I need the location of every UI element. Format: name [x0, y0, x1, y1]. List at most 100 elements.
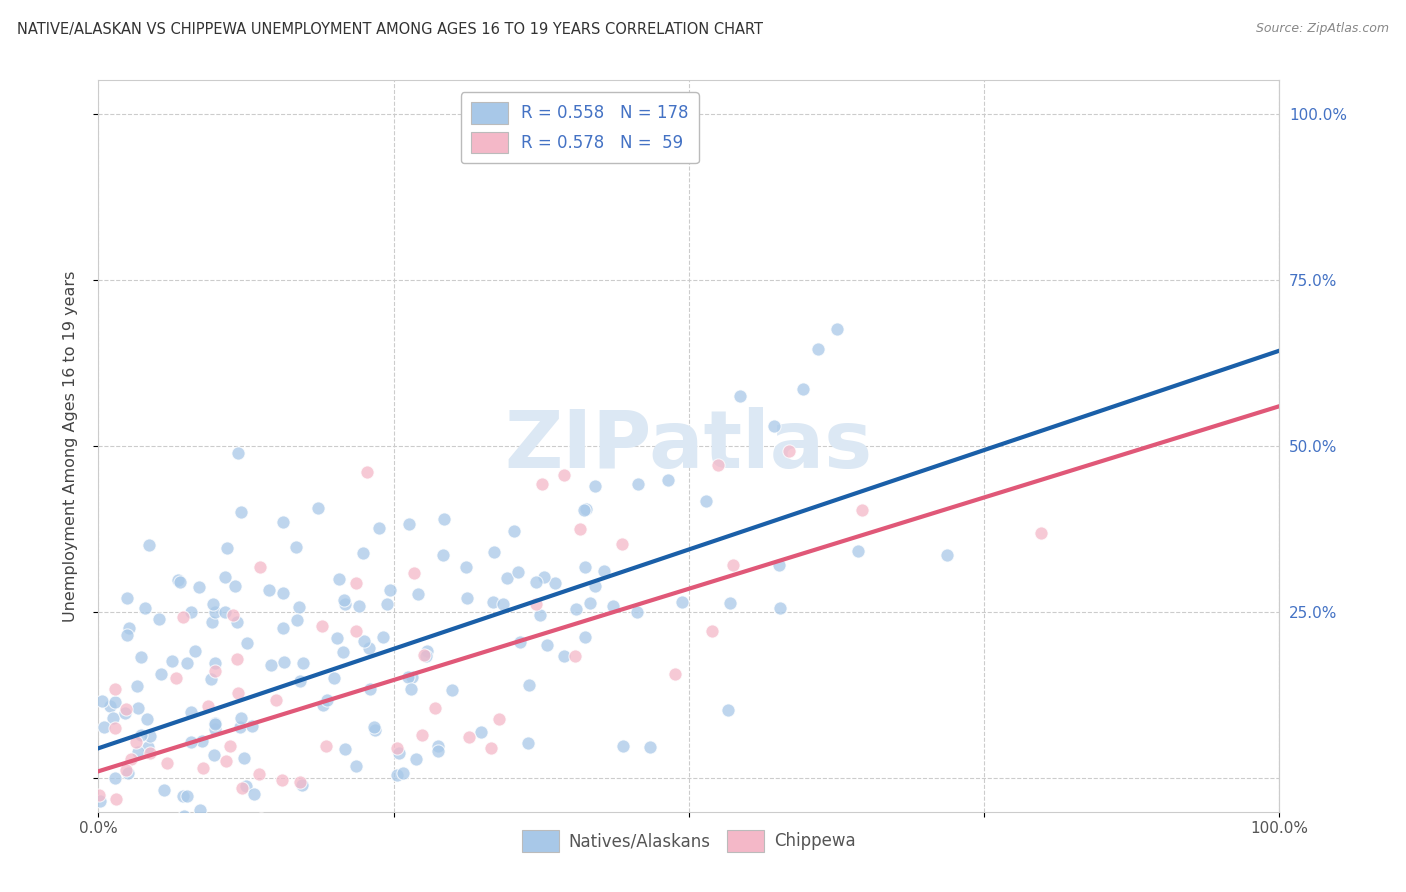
Point [592, 565, 614, 579]
Point [153, 783, 176, 797]
Point [193, 761, 215, 775]
Point [156, 756, 179, 771]
Point [166, 573, 188, 587]
Point [226, 615, 249, 629]
Point [411, 728, 433, 742]
Point [457, 730, 479, 744]
Point [165, 671, 187, 685]
Point [574, 631, 596, 645]
Text: NATIVE/ALASKAN VS CHIPPEWA UNEMPLOYMENT AMONG AGES 16 TO 19 YEARS CORRELATION CH: NATIVE/ALASKAN VS CHIPPEWA UNEMPLOYMENT … [17, 22, 763, 37]
Point [533, 570, 555, 584]
Point [495, 571, 517, 585]
Point [492, 597, 515, 611]
Point [508, 565, 530, 579]
Point [103, 829, 125, 843]
Point [115, 591, 138, 606]
Point [482, 544, 505, 558]
Point [415, 648, 437, 663]
Point [200, 672, 222, 686]
Text: ZIPatlas: ZIPatlas [505, 407, 873, 485]
Point [482, 595, 505, 609]
Point [228, 719, 250, 733]
Point [226, 652, 249, 666]
Point [432, 549, 454, 563]
Point [373, 630, 395, 644]
Point [846, 544, 869, 558]
Point [285, 540, 308, 554]
Point [271, 515, 294, 529]
Point [250, 813, 273, 827]
Point [517, 678, 540, 692]
Point [156, 836, 179, 850]
Point [105, 792, 128, 806]
Point [363, 720, 385, 734]
Point [215, 541, 238, 555]
Point [202, 597, 225, 611]
Point [103, 710, 125, 724]
Point [627, 476, 650, 491]
Point [176, 789, 198, 803]
Point [226, 686, 249, 700]
Point [583, 579, 606, 593]
Point [583, 478, 606, 492]
Point [215, 754, 238, 768]
Point [204, 717, 226, 731]
Point [236, 636, 259, 650]
Point [148, 611, 170, 625]
Point [180, 735, 202, 749]
Point [190, 733, 212, 747]
Point [332, 645, 354, 659]
Point [184, 644, 207, 658]
Point [115, 628, 138, 642]
Point [136, 712, 159, 726]
Point [288, 775, 311, 789]
Point [328, 572, 350, 586]
Point [166, 835, 188, 849]
Point [572, 503, 595, 517]
Point [626, 606, 648, 620]
Point [315, 739, 337, 753]
Point [529, 608, 551, 623]
Point [333, 741, 356, 756]
Point [524, 574, 547, 589]
Point [125, 679, 148, 693]
Point [204, 657, 226, 671]
Point [139, 746, 162, 760]
Point [134, 601, 156, 615]
Point [396, 670, 419, 684]
Point [553, 648, 575, 663]
Point [125, 734, 148, 748]
Point [575, 502, 598, 516]
Point [344, 759, 367, 773]
Point [266, 693, 288, 707]
Point [718, 596, 741, 610]
Point [172, 789, 194, 803]
Point [388, 747, 411, 761]
Point [240, 719, 263, 733]
Point [138, 538, 160, 552]
Point [322, 671, 344, 685]
Point [127, 701, 149, 715]
Point [243, 787, 266, 801]
Point [352, 546, 374, 560]
Point [87, 789, 110, 803]
Point [426, 739, 449, 753]
Point [127, 746, 149, 760]
Point [290, 673, 312, 688]
Point [364, 723, 387, 737]
Point [311, 619, 333, 633]
Point [531, 476, 554, 491]
Point [716, 703, 738, 717]
Point [118, 621, 141, 635]
Point [768, 558, 790, 572]
Point [936, 548, 959, 562]
Point [93, 720, 115, 734]
Point [120, 752, 142, 766]
Point [259, 847, 281, 861]
Point [214, 570, 236, 584]
Point [728, 389, 751, 403]
Point [204, 722, 226, 736]
Point [536, 638, 558, 652]
Point [1029, 525, 1052, 540]
Point [218, 739, 240, 753]
